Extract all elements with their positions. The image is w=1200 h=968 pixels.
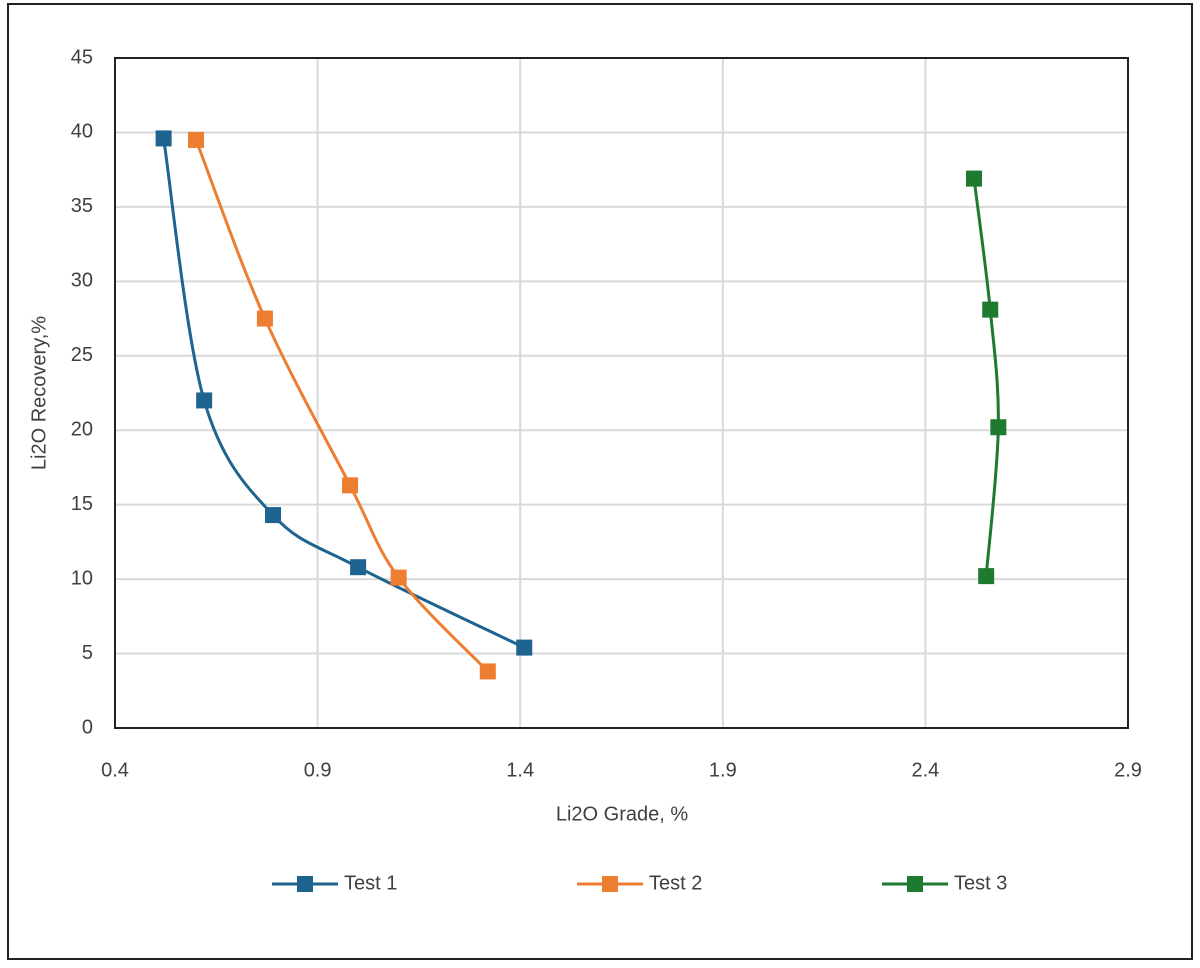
marker xyxy=(390,569,407,586)
marker xyxy=(196,392,213,409)
y-tick-label: 5 xyxy=(82,642,93,664)
y-tick-label: 15 xyxy=(71,493,93,515)
marker xyxy=(256,310,273,327)
legend-marker xyxy=(907,876,923,892)
x-axis-label: Li2O Grade, % xyxy=(556,803,689,825)
y-tick-label: 25 xyxy=(71,344,93,366)
y-tick-label: 30 xyxy=(71,270,93,292)
series-line xyxy=(972,178,1000,577)
y-tick-label: 20 xyxy=(71,419,93,441)
x-tick-label: 1.9 xyxy=(709,759,737,781)
marker xyxy=(978,568,995,585)
marker xyxy=(265,507,282,524)
marker xyxy=(342,477,359,494)
legend-label: Test 3 xyxy=(954,872,1007,894)
y-axis-label: Li2O Recovery,% xyxy=(28,316,50,470)
marker xyxy=(990,419,1007,436)
x-tick-label: 2.9 xyxy=(1114,759,1142,781)
marker xyxy=(479,663,496,680)
y-tick-label: 10 xyxy=(71,567,93,589)
y-tick-label: 35 xyxy=(71,195,93,217)
legend-label: Test 2 xyxy=(649,872,702,894)
x-tick-label: 1.4 xyxy=(506,759,534,781)
x-tick-label: 0.9 xyxy=(304,759,332,781)
y-tick-label: 45 xyxy=(71,46,93,68)
y-tick-label: 40 xyxy=(71,121,93,143)
marker xyxy=(155,130,172,147)
legend-marker xyxy=(297,876,313,892)
y-tick-label: 0 xyxy=(82,716,93,738)
x-tick-label: 0.4 xyxy=(101,759,129,781)
marker xyxy=(350,559,367,576)
legend-marker xyxy=(602,876,618,892)
marker xyxy=(516,639,533,656)
marker xyxy=(982,301,999,318)
marker xyxy=(188,131,205,148)
legend-label: Test 1 xyxy=(344,872,397,894)
marker xyxy=(966,170,983,187)
series-line xyxy=(194,139,489,673)
x-tick-label: 2.4 xyxy=(911,759,939,781)
plot-frame xyxy=(114,57,1129,729)
